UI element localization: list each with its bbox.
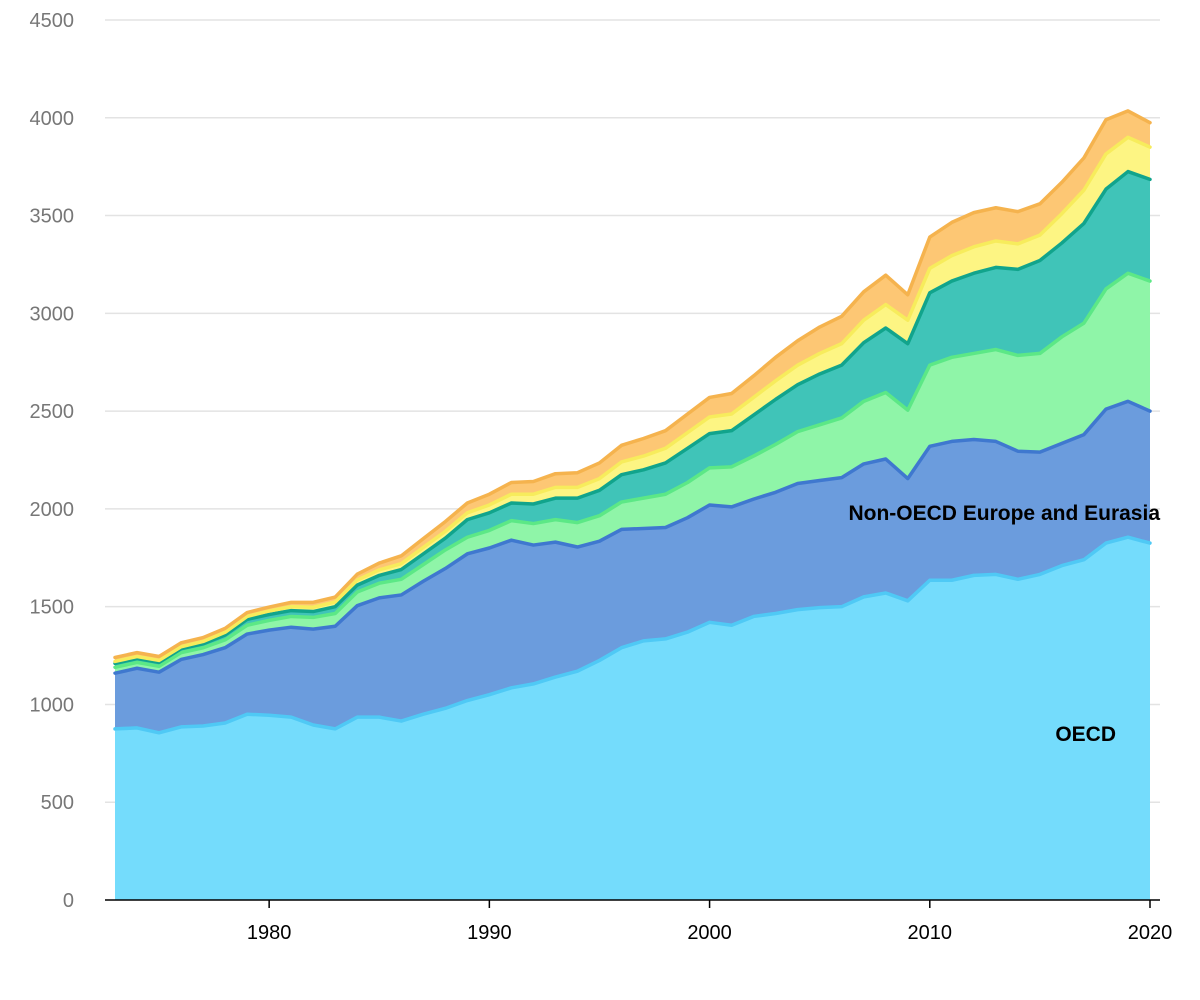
- y-tick-label: 4000: [30, 108, 75, 130]
- y-axis: 0 500 1000 1500 2000 2500 3000 3500 4000 4500: [30, 10, 75, 912]
- x-tick-label: 1980: [247, 922, 292, 944]
- series-label-oecd: OECD: [1055, 723, 1116, 746]
- area-series-1: [115, 401, 1150, 733]
- series-line-1: [113, 399, 1152, 675]
- x-tick-label: 2000: [687, 922, 732, 944]
- y-tick-label: 2000: [30, 499, 75, 521]
- x-axis: 1980 1990 2000 2010 2020: [247, 900, 1172, 944]
- x-tick-label: 2010: [908, 922, 953, 944]
- x-tick-label: 1990: [467, 922, 512, 944]
- y-tick-label: 4500: [30, 10, 75, 32]
- area-series: [115, 110, 1150, 900]
- x-tick-label: 2020: [1128, 922, 1173, 944]
- area-series-0: [115, 537, 1150, 900]
- y-tick-label: 2500: [30, 401, 75, 423]
- series-line-2: [113, 271, 1152, 670]
- y-tick-label: 3000: [30, 303, 75, 325]
- series-line-5: [113, 109, 1152, 660]
- series-lines: [113, 109, 1152, 735]
- series-line-3: [113, 169, 1152, 666]
- y-tick-label: 1000: [30, 694, 75, 716]
- series-labels: Non-OECD Europe and Eurasia OECD: [848, 502, 1160, 746]
- series-label-non-oecd-europe-eurasia: Non-OECD Europe and Eurasia: [848, 502, 1160, 525]
- y-tick-label: 0: [63, 890, 74, 912]
- y-tick-label: 1500: [30, 597, 75, 619]
- series-line-0: [113, 535, 1152, 735]
- series-line-4: [113, 135, 1152, 664]
- y-tick-label: 3500: [30, 206, 75, 228]
- y-tick-label: 500: [41, 792, 74, 814]
